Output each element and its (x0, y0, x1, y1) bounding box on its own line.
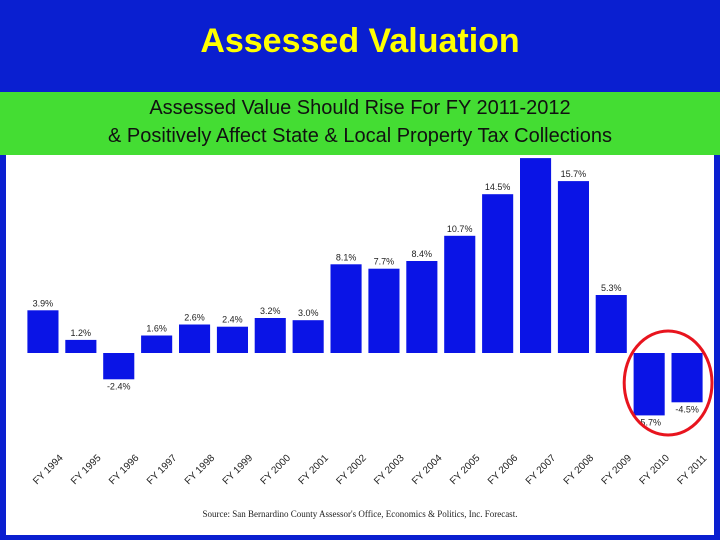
data-label: 2.4% (222, 315, 243, 325)
category-label: FY 2003 (372, 452, 407, 487)
category-label: FY 2007 (524, 452, 559, 487)
category-label: FY 1996 (107, 452, 142, 487)
bar-fy-2002 (330, 264, 362, 353)
category-label: FY 2011 (675, 453, 709, 487)
category-label: FY 1999 (221, 452, 256, 487)
category-label: FY 1995 (69, 452, 104, 487)
bar-fy-2011 (671, 353, 703, 403)
data-label: -5.7% (637, 417, 661, 427)
bar-fy-1995 (65, 339, 97, 353)
category-label: FY 2001 (297, 452, 332, 487)
category-label: FY 2004 (410, 452, 445, 487)
data-label: 8.4% (412, 249, 433, 259)
category-label: FY 1997 (145, 452, 180, 487)
bar-fy-2006 (482, 194, 514, 353)
bar-fy-1994 (27, 310, 59, 353)
data-label: 3.2% (260, 306, 281, 316)
data-label: 14.5% (485, 182, 511, 192)
bar-fy-1997 (141, 335, 173, 353)
category-label: FY 1994 (31, 452, 66, 487)
data-label: 5.3% (601, 283, 622, 293)
category-label: FY 1998 (183, 452, 218, 487)
bar-fy-2001 (292, 320, 324, 353)
title-bar: Assessed Valuation (0, 0, 720, 92)
assessed-value-bar-chart: 3.9% FY 1994 1.2% FY 1995 -2.4% FY 1996 1.6% FY… (27, 146, 714, 487)
bar-fy-2003 (368, 268, 400, 353)
data-label: 10.7% (447, 224, 473, 234)
bar-fy-2008 (557, 181, 589, 353)
category-label: FY 2005 (448, 452, 483, 487)
data-label: -2.4% (107, 381, 131, 391)
category-label: FY 2002 (334, 452, 369, 487)
category-label: FY 2006 (486, 452, 521, 487)
page-subtitle: Assessed Value Should Rise For FY 2011-2… (0, 94, 720, 150)
bar-fy-2000 (254, 318, 286, 353)
source-note: Source: San Bernardino County Assessor's… (202, 509, 518, 519)
chart-area: 3.9% FY 1994 1.2% FY 1995 -2.4% FY 1996 1.6% FY… (6, 146, 714, 535)
bar-fy-2004 (406, 261, 438, 353)
page-title: Assessed Valuation (200, 22, 520, 60)
data-label: -4.5% (675, 404, 699, 414)
category-label: FY 2008 (562, 452, 597, 487)
data-label: 15.7% (561, 169, 587, 179)
bar-fy-1996 (103, 353, 135, 380)
data-label: 8.1% (336, 252, 357, 262)
data-label: 1.6% (146, 324, 167, 334)
data-label: 3.9% (33, 298, 54, 308)
bar-fy-2010 (633, 353, 665, 416)
data-label: 2.6% (184, 313, 205, 323)
subtitle-band: Assessed Value Should Rise For FY 2011-2… (0, 92, 720, 155)
bar-fy-2009 (595, 295, 627, 353)
bar-fy-2007 (520, 158, 552, 353)
category-label: FY 2009 (600, 452, 635, 487)
subtitle-line-2: & Positively Affect State & Local Proper… (108, 125, 612, 147)
data-label: 1.2% (71, 328, 92, 338)
bar-fy-1999 (216, 326, 248, 353)
data-label: 7.7% (374, 257, 395, 267)
category-label: FY 2010 (638, 452, 673, 487)
subtitle-line-1: Assessed Value Should Rise For FY 2011-2… (149, 97, 571, 119)
data-label: 3.0% (298, 308, 319, 318)
highlight-circle (622, 329, 714, 437)
data-label: 17.8% (523, 155, 549, 156)
category-label: FY 2000 (259, 452, 294, 487)
bar-fy-2005 (444, 235, 476, 353)
bar-fy-1998 (179, 324, 211, 353)
